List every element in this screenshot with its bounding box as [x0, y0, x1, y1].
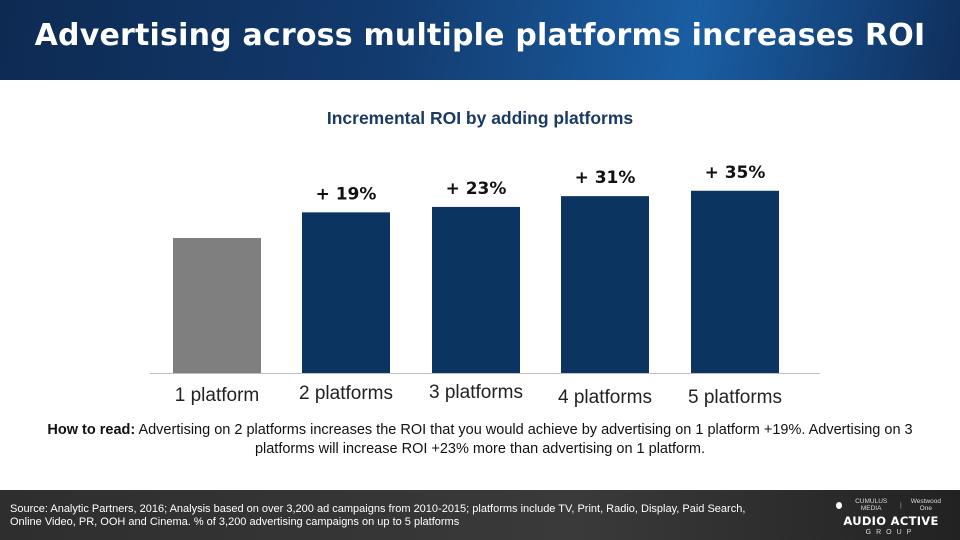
- brand-subtitle: GROUP: [865, 529, 917, 536]
- data-label-3: + 23%: [446, 179, 507, 199]
- cumulus-logo-icon: [836, 501, 843, 509]
- category-label-2: 2 platforms: [299, 383, 393, 404]
- how-to-read-note: How to read: Advertising on 2 platforms …: [40, 421, 920, 459]
- brand-separator: |: [899, 501, 902, 509]
- bar-1: [173, 238, 261, 373]
- brand-top-left: CUMULUS MEDIA: [855, 498, 888, 512]
- category-label-1: 1 platform: [175, 385, 259, 406]
- header-banner: Advertising across multiple platforms in…: [0, 0, 960, 80]
- brand-partners: CUMULUS MEDIA | Westwood One: [836, 498, 946, 512]
- page-title: Advertising across multiple platforms in…: [34, 18, 926, 53]
- data-label-5: + 35%: [705, 163, 766, 183]
- category-label-5: 5 platforms: [688, 387, 782, 408]
- brand-logo: CUMULUS MEDIA | Westwood One AUDIO ACTIV…: [836, 498, 946, 536]
- category-label-4: 4 platforms: [558, 387, 652, 408]
- source-note: Source: Analytic Partners, 2016; Analysi…: [10, 503, 746, 528]
- data-label-4: + 31%: [575, 168, 636, 188]
- bar-2: [302, 212, 390, 373]
- brand-top-right: Westwood One: [910, 498, 941, 512]
- category-label-3: 3 platforms: [429, 382, 523, 403]
- chart-title: Incremental ROI by adding platforms: [326, 108, 634, 128]
- brand-name: AUDIO ACTIVE: [843, 514, 939, 528]
- how-to-read-text: Advertising on 2 platforms increases the…: [138, 422, 913, 457]
- data-label-2: + 19%: [316, 184, 377, 204]
- bar-4: [561, 196, 649, 373]
- how-to-read-lead: How to read:: [47, 422, 136, 438]
- footer-bar: Source: Analytic Partners, 2016; Analysi…: [0, 490, 960, 540]
- bar-3: [432, 206, 520, 373]
- bar-5: [691, 190, 779, 373]
